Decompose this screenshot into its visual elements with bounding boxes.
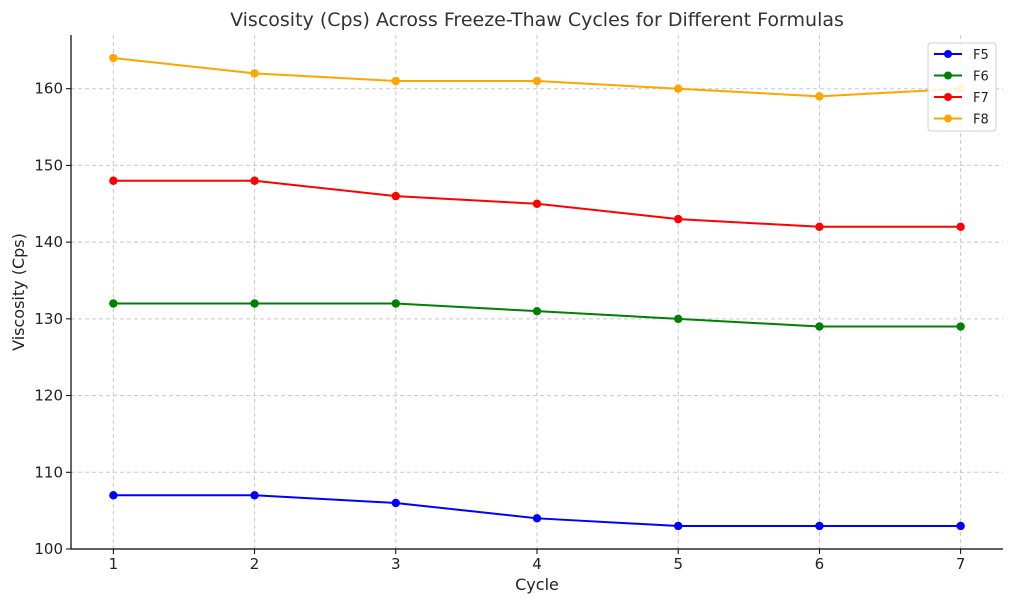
x-axis-label: Cycle xyxy=(515,575,559,594)
data-point-f5 xyxy=(674,521,683,531)
data-point-f5 xyxy=(109,491,118,500)
x-tick-label: 1 xyxy=(109,555,119,573)
data-point-f7 xyxy=(391,191,400,201)
series xyxy=(109,53,965,531)
data-point-f7 xyxy=(815,222,824,231)
legend-item-f6: F6 xyxy=(934,70,989,85)
series-f6 xyxy=(109,299,965,331)
data-point-f6 xyxy=(532,306,542,316)
data-point-f5 xyxy=(250,491,259,500)
legend-item-f7: F7 xyxy=(934,91,989,106)
data-point-f6 xyxy=(391,299,400,308)
data-point-f8 xyxy=(250,69,259,78)
tick-labels: 1 2 3 4 5 6 7 100 110 120 130 140 150 160 xyxy=(34,80,965,573)
data-point-f5 xyxy=(815,521,824,531)
data-point-f6 xyxy=(956,322,965,331)
legend-label: F7 xyxy=(973,91,989,106)
data-point-f7 xyxy=(532,199,542,208)
data-point-f8 xyxy=(815,92,824,101)
y-axis-label: Viscosity (Cps) xyxy=(9,233,28,351)
legend-box xyxy=(927,42,997,132)
data-point-f5 xyxy=(956,521,965,531)
y-tick-label: 120 xyxy=(34,387,63,405)
chart-title: Viscosity (Cps) Across Freeze-Thaw Cycle… xyxy=(230,9,844,31)
data-point-f8 xyxy=(674,84,683,93)
legend-label: F8 xyxy=(973,113,989,128)
series-f5 xyxy=(109,491,965,531)
legend: F5 F6 F7 F8 xyxy=(927,42,997,132)
legend-swatch-marker xyxy=(944,114,952,123)
data-point-f7 xyxy=(109,176,118,185)
legend-item-f8: F8 xyxy=(934,113,989,128)
legend-item-f5: F5 xyxy=(934,48,989,63)
x-tick-label: 5 xyxy=(673,555,683,573)
data-point-f7 xyxy=(956,222,965,231)
data-point-f8 xyxy=(532,76,542,86)
x-tick-label: 3 xyxy=(391,555,401,573)
y-tick-label: 150 xyxy=(34,156,63,174)
legend-swatch-marker xyxy=(944,93,952,101)
data-point-f5 xyxy=(532,514,542,523)
data-point-f6 xyxy=(815,322,824,331)
data-point-f8 xyxy=(109,53,118,63)
x-tick-label: 6 xyxy=(815,555,825,573)
data-point-f6 xyxy=(674,314,683,324)
data-point-f6 xyxy=(250,299,259,308)
y-tick-label: 100 xyxy=(34,540,63,558)
y-tick-label: 110 xyxy=(34,463,63,481)
grid xyxy=(71,35,1003,550)
y-tick-label: 140 xyxy=(34,233,63,251)
legend-swatch-marker xyxy=(944,50,952,58)
legend-label: F5 xyxy=(973,48,989,63)
x-tick-label: 4 xyxy=(532,555,542,573)
data-point-f7 xyxy=(674,214,683,224)
data-point-f7 xyxy=(250,176,259,185)
legend-swatch-marker xyxy=(944,71,952,80)
y-tick-label: 130 xyxy=(34,310,63,328)
data-point-f8 xyxy=(391,76,400,86)
series-f7 xyxy=(109,176,965,231)
legend-label: F6 xyxy=(973,70,989,85)
data-point-f6 xyxy=(109,299,118,308)
data-point-f5 xyxy=(391,498,400,508)
x-tick-label: 2 xyxy=(250,555,260,573)
y-tick-label: 160 xyxy=(34,80,63,98)
x-tick-label: 7 xyxy=(956,555,966,573)
